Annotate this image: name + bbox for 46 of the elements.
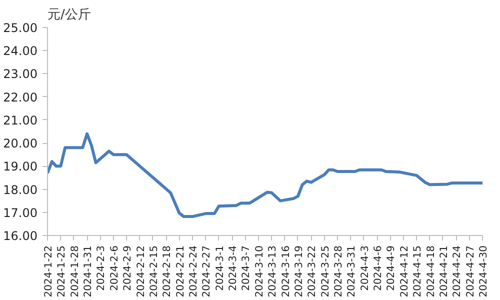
- x-tick-label: 2024-2-9: [122, 246, 134, 291]
- x-tick-label: 2024-3-31: [346, 245, 358, 298]
- y-tick-label: 24.00: [3, 44, 38, 58]
- x-tick-label: 2024-4-12: [399, 245, 410, 298]
- x-tick-label: 2024-2-21: [175, 245, 186, 298]
- x-tick-label: 2024-2-3: [96, 246, 108, 291]
- y-tick-label: 23.00: [3, 67, 38, 82]
- x-tick-label: 2024-3-7: [241, 246, 252, 291]
- y-tick-label: 17.00: [3, 206, 38, 220]
- x-tick-label: 2024-2-12: [136, 245, 147, 298]
- x-tick-label: 2024-3-19: [294, 245, 305, 298]
- y-tick-label: 18.00: [3, 182, 38, 197]
- x-tick-label: 2024-2-6: [109, 246, 120, 291]
- x-tick-label: 2024-4-6: [373, 246, 384, 291]
- x-tick-label: 2024-3-25: [320, 245, 332, 298]
- x-tick-label: 2024-4-27: [465, 245, 476, 298]
- y-tick-label: 20.00: [3, 136, 38, 151]
- x-tick-label: 2024-1-22: [44, 245, 54, 298]
- x-tick-label: 2024-2-15: [148, 245, 160, 298]
- x-tick-label: 2024-3-1: [214, 246, 226, 291]
- x-tick-label: 2024-4-3: [360, 246, 371, 291]
- x-tick-label: 2024-4-24: [452, 245, 464, 298]
- x-tick-label: 2024-1-31: [83, 245, 94, 298]
- x-tick-label: 2024-3-10: [254, 245, 266, 298]
- x-tick-label: 2024-3-28: [334, 245, 344, 298]
- x-tick-label: 2024-3-13: [268, 245, 279, 298]
- x-tick-label: 2024-2-24: [188, 245, 200, 298]
- y-tick-label: 19.00: [3, 160, 38, 174]
- y-tick-label: 22.00: [3, 90, 38, 104]
- x-tick-label: 2024-1-28: [70, 245, 81, 298]
- y-tick-label: 21.00: [3, 113, 38, 128]
- x-tick-label: 2024-1-25: [56, 245, 68, 298]
- x-tick-label: 2024-4-9: [386, 246, 398, 291]
- x-tick-label: 2024-3-22: [307, 245, 318, 298]
- x-tick-label: 2024-3-16: [280, 245, 292, 298]
- x-tick-label: 2024-3-4: [228, 246, 240, 291]
- x-tick-label: 2024-2-18: [162, 245, 174, 298]
- x-tick-label: 2024-4-18: [426, 245, 437, 298]
- y-axis-title: 元/公斤: [48, 8, 91, 22]
- x-tick-label: 2024-4-21: [438, 245, 450, 298]
- y-tick-label: 25.00: [3, 21, 38, 35]
- x-tick-label: 2024-4-15: [412, 245, 424, 298]
- y-tick-label: 16.00: [3, 229, 38, 243]
- line-series: [48, 132, 482, 218]
- x-tick-label: 2024-2-27: [202, 245, 213, 298]
- x-tick-label: 2024-4-30: [478, 245, 490, 298]
